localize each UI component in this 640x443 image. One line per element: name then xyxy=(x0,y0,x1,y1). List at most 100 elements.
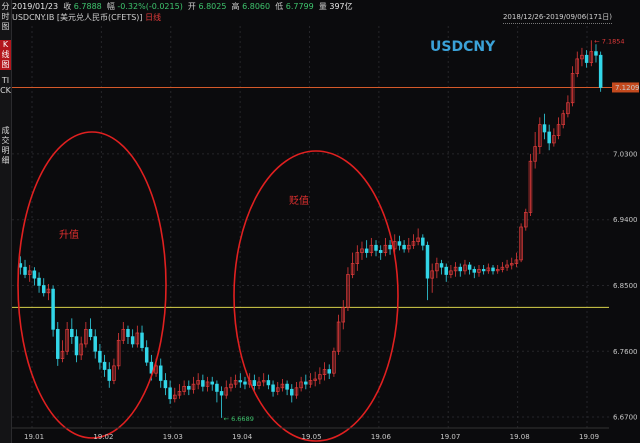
candle-body xyxy=(130,336,135,345)
candle xyxy=(318,367,322,385)
candle xyxy=(598,51,603,92)
sidebar-item-timeshare[interactable]: 分时图 xyxy=(1,2,10,31)
candle xyxy=(350,252,355,279)
candle-body xyxy=(435,263,439,272)
candle xyxy=(524,208,528,231)
candle-body xyxy=(378,250,383,253)
candle-body xyxy=(261,380,266,383)
sidebar-item-kline[interactable]: K线图 xyxy=(0,40,11,70)
candle-body xyxy=(481,269,486,272)
y-tick-label: 7.1209 xyxy=(615,84,640,92)
candle xyxy=(584,50,589,68)
appreciation-circle xyxy=(17,131,167,439)
candle xyxy=(575,51,580,78)
candle xyxy=(477,265,481,277)
candle xyxy=(495,265,500,274)
candle-body xyxy=(168,387,172,400)
instrument-line: USDCNY.IB [美元兑人民币(CFETS)] 日线 xyxy=(12,12,161,23)
candle xyxy=(74,329,79,363)
sidebar-item-tick[interactable]: TICK xyxy=(0,76,11,95)
candle xyxy=(580,47,584,67)
candle-body xyxy=(369,244,374,253)
candle xyxy=(201,374,205,392)
candle xyxy=(439,259,444,275)
candle xyxy=(322,362,327,381)
candle xyxy=(219,386,224,418)
candle xyxy=(56,322,60,366)
candle-body xyxy=(116,339,121,367)
period-tag[interactable]: 日线 xyxy=(145,13,162,22)
candle xyxy=(304,374,308,390)
change-value: -0.32%(-0.0215) xyxy=(117,2,183,11)
high-label: 高 xyxy=(231,2,240,11)
candle-body xyxy=(140,332,144,348)
low-value: 6.7799 xyxy=(285,2,314,11)
instrument-name[interactable]: USDCNY.IB [美元兑人民币(CFETS)] xyxy=(12,13,143,22)
candle xyxy=(472,266,477,279)
candle xyxy=(252,374,257,392)
candle-body xyxy=(266,380,271,386)
candle xyxy=(589,40,594,67)
candle-body xyxy=(74,336,79,356)
change-label: 幅 xyxy=(106,2,115,11)
candle xyxy=(243,376,247,390)
candle xyxy=(130,329,135,348)
candle-body xyxy=(374,244,378,251)
candle-body xyxy=(23,266,27,275)
candle-body xyxy=(294,387,299,396)
candle xyxy=(397,235,402,251)
candle-body xyxy=(285,383,289,390)
x-tick-label: 19.05 xyxy=(302,433,322,441)
candle-body xyxy=(491,267,495,272)
candle-body xyxy=(509,263,514,266)
candle xyxy=(32,267,37,286)
candle xyxy=(327,364,331,380)
candle xyxy=(491,265,495,275)
candle xyxy=(79,336,83,361)
candle xyxy=(290,384,294,403)
candle-body xyxy=(486,267,491,272)
candle xyxy=(196,373,200,390)
candle-body xyxy=(275,387,280,392)
candle xyxy=(566,95,570,118)
appreciation-label: 升值 xyxy=(59,228,79,241)
chart-title: USDCNY xyxy=(430,39,496,55)
candle xyxy=(191,376,196,394)
candle xyxy=(41,278,46,297)
candle-body xyxy=(46,288,51,294)
candle-body xyxy=(561,113,565,126)
candle-body xyxy=(126,328,130,337)
candle xyxy=(224,380,229,399)
candle xyxy=(416,228,420,246)
candle-body xyxy=(580,54,584,60)
candle-body xyxy=(88,328,93,337)
candle-body xyxy=(421,237,425,246)
candle-body xyxy=(341,307,346,323)
sidebar-item-trade-detail[interactable]: 成交明细 xyxy=(1,126,10,165)
candle xyxy=(514,252,519,268)
candle-body xyxy=(56,328,60,359)
candle-body xyxy=(163,380,168,389)
candle-body xyxy=(566,102,570,115)
candle-body xyxy=(584,54,589,63)
candle xyxy=(46,284,51,301)
candle-body xyxy=(299,381,303,389)
date-range[interactable]: 2018/12/26-2019/09/06(171日) xyxy=(502,12,612,24)
candle-body xyxy=(173,394,177,400)
candle xyxy=(486,263,491,274)
candle xyxy=(570,66,575,107)
candle-body xyxy=(407,244,411,250)
candle-body xyxy=(102,361,107,370)
candle-body xyxy=(350,263,355,275)
candle-body xyxy=(430,270,434,279)
candle-body xyxy=(449,270,453,275)
candle-body xyxy=(112,365,116,381)
candle xyxy=(364,240,369,258)
candle xyxy=(168,380,172,404)
candle xyxy=(449,265,453,279)
candle xyxy=(528,153,533,217)
candle xyxy=(374,240,378,257)
candle-body xyxy=(589,51,594,63)
candle-body xyxy=(594,51,598,56)
